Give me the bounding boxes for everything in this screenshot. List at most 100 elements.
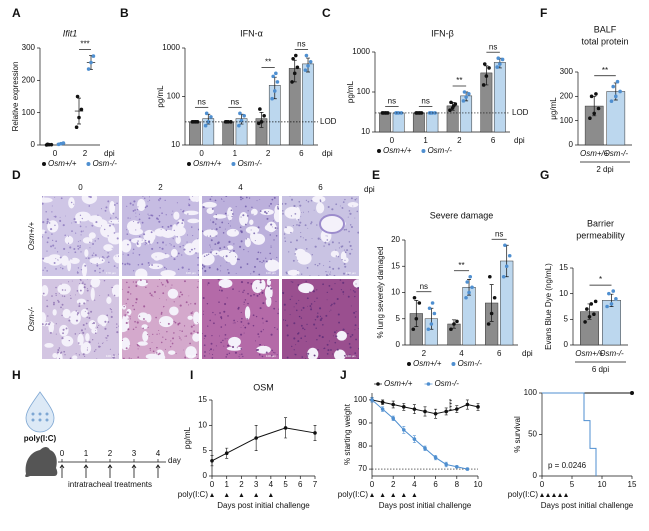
nucleus <box>147 326 149 329</box>
nucleus <box>115 255 117 257</box>
nucleus <box>325 314 328 317</box>
nucleus <box>342 272 346 275</box>
nucleus <box>210 239 213 242</box>
nucleus <box>79 225 82 228</box>
nucleus <box>42 196 44 198</box>
nucleus <box>326 235 328 237</box>
p-value: p = 0.0246 <box>548 461 587 470</box>
alveolus <box>154 228 167 237</box>
nucleus <box>158 215 161 217</box>
data-point <box>465 467 470 471</box>
alveolus <box>103 244 114 252</box>
nucleus <box>133 270 135 272</box>
nucleus <box>341 207 344 209</box>
y-tick-label: 0 <box>569 140 574 149</box>
nucleus <box>160 282 163 284</box>
nucleus <box>209 244 211 246</box>
nucleus <box>296 224 298 226</box>
nucleus <box>129 318 131 320</box>
nucleus <box>185 301 188 304</box>
nucleus <box>51 233 53 235</box>
nucleus <box>220 198 222 200</box>
data-point <box>467 290 471 295</box>
alveolus <box>202 201 217 208</box>
nucleus <box>122 262 124 265</box>
alveolus <box>137 341 148 346</box>
nucleus <box>318 307 322 310</box>
nucleus <box>165 338 167 341</box>
mouse-icon <box>25 447 58 478</box>
bar <box>426 112 439 133</box>
data-point <box>444 409 449 414</box>
nucleus <box>210 348 212 350</box>
nucleus <box>266 320 268 323</box>
nucleus <box>246 263 249 265</box>
nucleus <box>284 309 286 311</box>
alveolus <box>81 196 98 205</box>
nucleus <box>127 318 129 320</box>
nucleus <box>148 335 150 337</box>
nucleus <box>303 211 305 213</box>
nucleus <box>355 311 357 313</box>
nucleus <box>130 358 132 359</box>
nucleus <box>51 211 53 213</box>
alveolus <box>90 287 95 301</box>
bar <box>222 121 235 146</box>
nucleus <box>209 235 212 237</box>
nucleus <box>335 255 338 257</box>
nucleus <box>76 314 79 316</box>
panel-letter: E <box>372 168 380 182</box>
nucleus <box>240 311 242 314</box>
nucleus <box>126 262 129 265</box>
alveolus <box>270 262 279 270</box>
nucleus <box>262 322 264 324</box>
nucleus <box>346 249 349 252</box>
row-label: Osm+/+ <box>27 221 36 250</box>
chart-title: BALF <box>594 24 617 34</box>
nucleus <box>183 280 186 283</box>
bar-label: Osm+/+ <box>580 149 609 158</box>
nucleus <box>151 342 153 343</box>
x-tick-label: 1 <box>233 149 238 158</box>
data-point <box>191 120 196 124</box>
nucleus <box>300 309 303 311</box>
nucleus <box>78 302 81 305</box>
alveolus <box>160 270 176 276</box>
treatment-marker <box>552 493 556 497</box>
nucleus <box>211 354 214 356</box>
nucleus <box>149 349 151 351</box>
y-tick-label: 100 <box>167 92 181 101</box>
nucleus <box>218 289 221 291</box>
alveolus <box>316 202 323 210</box>
nucleus <box>53 301 55 304</box>
nucleus <box>241 353 243 355</box>
nucleus <box>246 214 249 217</box>
nucleus <box>96 263 98 265</box>
nucleus <box>196 286 199 289</box>
nucleus <box>331 241 334 244</box>
alveolus <box>203 229 218 238</box>
nucleus <box>333 274 336 276</box>
nucleus <box>145 242 147 244</box>
nucleus <box>214 243 217 246</box>
nucleus <box>295 248 298 251</box>
nucleus <box>204 269 207 272</box>
nucleus <box>96 264 99 267</box>
significance-label: ns <box>388 97 396 106</box>
data-point <box>467 92 471 96</box>
nucleus <box>192 311 194 313</box>
bar <box>602 300 621 346</box>
alveolus <box>80 308 89 318</box>
nucleus <box>271 226 273 228</box>
nucleus <box>150 231 153 234</box>
data-point <box>433 411 438 416</box>
data-point <box>423 446 427 451</box>
nucleus <box>203 265 206 268</box>
nucleus <box>243 332 245 334</box>
nucleus <box>250 229 252 231</box>
nucleus <box>172 337 174 340</box>
x-tick-label: 4 <box>459 349 464 358</box>
alveolus <box>347 202 359 208</box>
treatment-marker <box>224 493 229 497</box>
nucleus <box>310 308 313 311</box>
